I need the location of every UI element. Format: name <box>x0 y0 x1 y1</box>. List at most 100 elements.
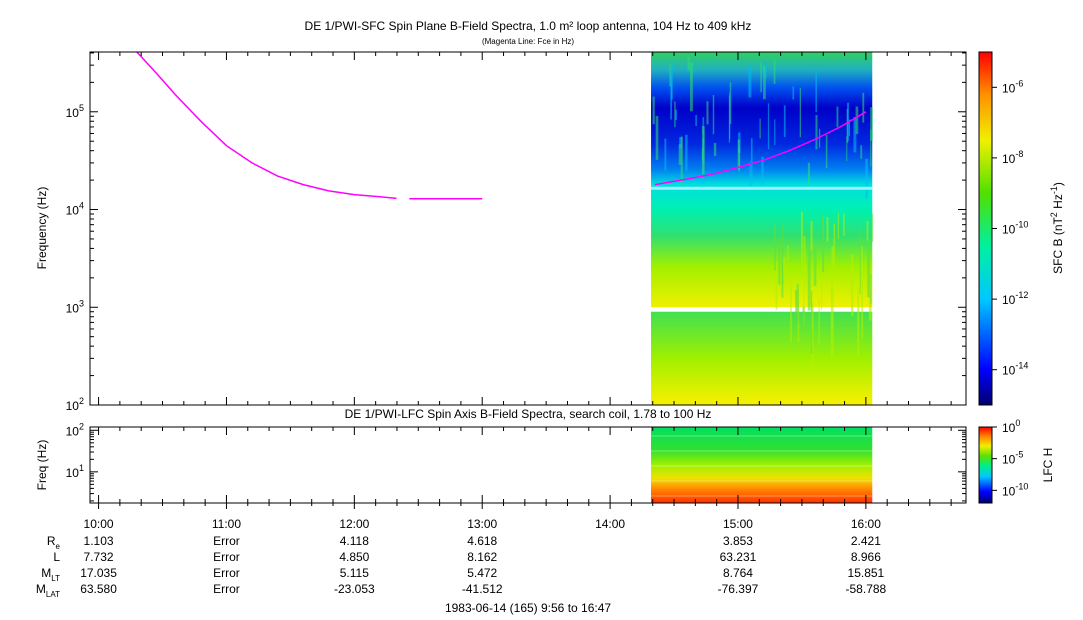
sfc-noise-streak <box>790 279 792 343</box>
sfc-noise-streak <box>783 105 786 137</box>
sfc-noise-streak <box>748 65 752 98</box>
sfc-colorbar-tick-label: 10-6 <box>1002 78 1023 95</box>
sfc-y-tick-label: 103 <box>66 298 84 315</box>
sfc-spectrogram-data <box>651 52 874 405</box>
sfc-spectrum-lower-block <box>651 311 873 405</box>
ephemeris-value: Error <box>213 582 240 596</box>
sfc-colorbar-tick-label: 10-14 <box>1002 361 1028 378</box>
sfc-noise-streak <box>861 279 864 339</box>
ephemeris-table: Re 1.103 Error 4.118 4.618 3.853 2.421 L 7.732 Er… <box>36 534 887 599</box>
ephemeris-value: 15.851 <box>848 566 885 580</box>
sfc-noise-streak <box>810 291 813 354</box>
x-tick-label: 12:00 <box>339 517 369 531</box>
sfc-noise-streak <box>749 162 751 189</box>
sfc-noise-streak <box>695 115 697 126</box>
lfc-colorbar-label: LFC H <box>1041 448 1055 483</box>
lfc-plot-frame <box>89 426 967 504</box>
sfc-noise-streak <box>813 243 817 286</box>
sfc-noise-streak <box>825 134 828 169</box>
sfc-y-axis-ticks: 102 103 104 105 <box>66 52 966 413</box>
sfc-noise-streak <box>759 118 761 139</box>
sfc-noise-streak <box>687 57 690 71</box>
sfc-noise-streak <box>800 212 803 271</box>
sfc-noise-streak <box>830 289 834 358</box>
lfc-colorbar-ticks: 100 10-5 10-10 <box>992 418 1028 498</box>
sfc-noise-streak <box>712 94 715 135</box>
sfc-noise-streak <box>738 148 740 173</box>
sfc-noise-streak <box>807 162 811 187</box>
sfc-noise-streak <box>843 213 845 236</box>
sfc-noise-streak <box>862 92 865 123</box>
ephemeris-row-label: L <box>53 550 60 564</box>
sfc-noise-streak <box>669 64 671 87</box>
sfc-noise-streak <box>701 126 705 174</box>
sfc-noise-streak <box>675 109 677 120</box>
sfc-noise-streak <box>729 92 731 140</box>
sfc-noise-streak <box>685 134 688 172</box>
sfc-noise-streak <box>792 86 795 100</box>
sfc-colorbar-ticks: 10-6 10-8 10-10 10-12 10-14 <box>992 78 1028 378</box>
sfc-noise-streak <box>795 290 798 318</box>
lfc-y-axis-label: Freq (Hz) <box>35 440 49 491</box>
sfc-noise-streak <box>855 106 859 135</box>
sfc-noise-streak <box>803 236 806 286</box>
sfc-noise-streak <box>774 224 776 271</box>
fce-line-segment-2 <box>654 111 867 186</box>
ephemeris-value: 3.853 <box>723 534 753 548</box>
ephemeris-value: Error <box>213 566 240 580</box>
ephemeris-value: -76.397 <box>718 582 759 596</box>
sfc-noise-streak <box>679 137 682 149</box>
sfc-horizontal-band <box>651 186 873 190</box>
sfc-noise-streak <box>818 128 821 148</box>
ephemeris-row-label: MLT <box>41 566 60 583</box>
sfc-noise-streak <box>861 246 863 277</box>
sfc-noise-streak <box>865 158 868 199</box>
sfc-noise-streak <box>853 116 857 153</box>
sfc-y-tick-label: 104 <box>66 201 84 218</box>
sfc-noise-streak <box>774 119 776 145</box>
sfc-noise-streak <box>846 136 848 162</box>
sfc-noise-streak <box>811 302 814 370</box>
sfc-noise-streak <box>796 284 799 324</box>
ephemeris-value: 63.580 <box>80 582 117 596</box>
ephemeris-value: 63.231 <box>720 550 757 564</box>
sfc-noise-streak <box>831 278 834 299</box>
ephemeris-value: 4.118 <box>340 534 369 548</box>
sfc-noise-streak <box>787 244 789 280</box>
ephemeris-value: 7.732 <box>84 550 114 564</box>
ephemeris-value: 8.966 <box>851 550 881 564</box>
x-tick-label: 11:00 <box>212 517 241 531</box>
sfc-noise-streak <box>729 82 732 124</box>
lfc-colorbar-tick-label: 10-5 <box>1002 450 1023 467</box>
sfc-noise-streak <box>857 287 860 357</box>
sfc-noise-streak <box>802 306 805 331</box>
lfc-colorbar-tick-label: 10-10 <box>1002 481 1028 498</box>
footer-date-range: 1983-06-14 (165) 9:56 to 16:47 <box>445 601 611 615</box>
lfc-band <box>651 495 873 497</box>
sfc-noise-streak <box>767 103 770 150</box>
sfc-noise-streak <box>859 228 861 295</box>
ephemeris-value: 5.472 <box>467 566 497 580</box>
sfc-noise-streak <box>826 217 829 242</box>
sfc-noise-streak <box>655 116 659 160</box>
sfc-noise-streak <box>760 62 762 93</box>
sfc-noise-streak <box>833 223 836 268</box>
sfc-noise-streak <box>810 221 813 251</box>
fce-line-segment-0 <box>136 52 397 200</box>
sfc-colorbar-tick-label: 10-10 <box>1002 220 1028 237</box>
ephemeris-value: 8.764 <box>723 566 753 580</box>
sfc-plot-frame <box>89 51 967 406</box>
sfc-y-axis-label: Frequency (Hz) <box>35 187 49 270</box>
sfc-colorbar-gradient <box>978 51 993 406</box>
sfc-noise-streak <box>868 291 872 321</box>
lfc-band <box>651 480 873 482</box>
ephemeris-row-label: MLAT <box>36 582 60 599</box>
sfc-noise-streak <box>831 246 834 267</box>
sfc-noise-streak <box>867 242 870 298</box>
sfc-noise-streak <box>848 119 851 137</box>
sfc-noise-streak <box>815 115 818 150</box>
lfc-spectrum-block <box>651 427 873 503</box>
ephemeris-value: -23.053 <box>334 582 375 596</box>
sfc-noise-streak <box>815 71 817 113</box>
